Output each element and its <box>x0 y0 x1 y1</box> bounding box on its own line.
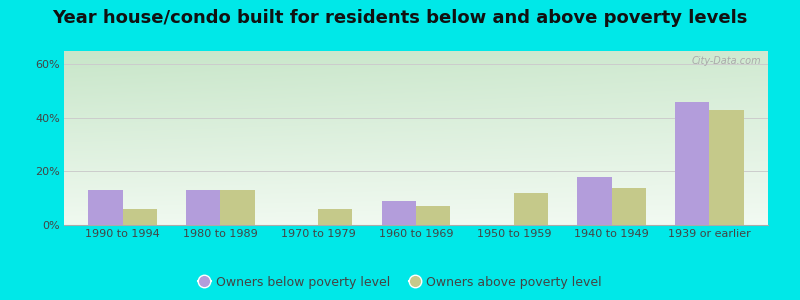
Bar <box>675 102 710 225</box>
Text: Year house/condo built for residents below and above poverty levels: Year house/condo built for residents bel… <box>52 9 748 27</box>
Bar <box>186 190 221 225</box>
Bar <box>710 110 743 225</box>
Legend: Owners below poverty level, Owners above poverty level: Owners below poverty level, Owners above… <box>193 271 607 294</box>
Bar <box>514 193 548 225</box>
Text: City-Data.com: City-Data.com <box>691 56 761 66</box>
Bar <box>89 190 122 225</box>
Bar <box>611 188 646 225</box>
Bar <box>382 201 416 225</box>
Bar <box>221 190 254 225</box>
Bar <box>416 206 450 225</box>
Bar <box>578 177 611 225</box>
Bar <box>318 209 353 225</box>
Bar <box>122 209 157 225</box>
